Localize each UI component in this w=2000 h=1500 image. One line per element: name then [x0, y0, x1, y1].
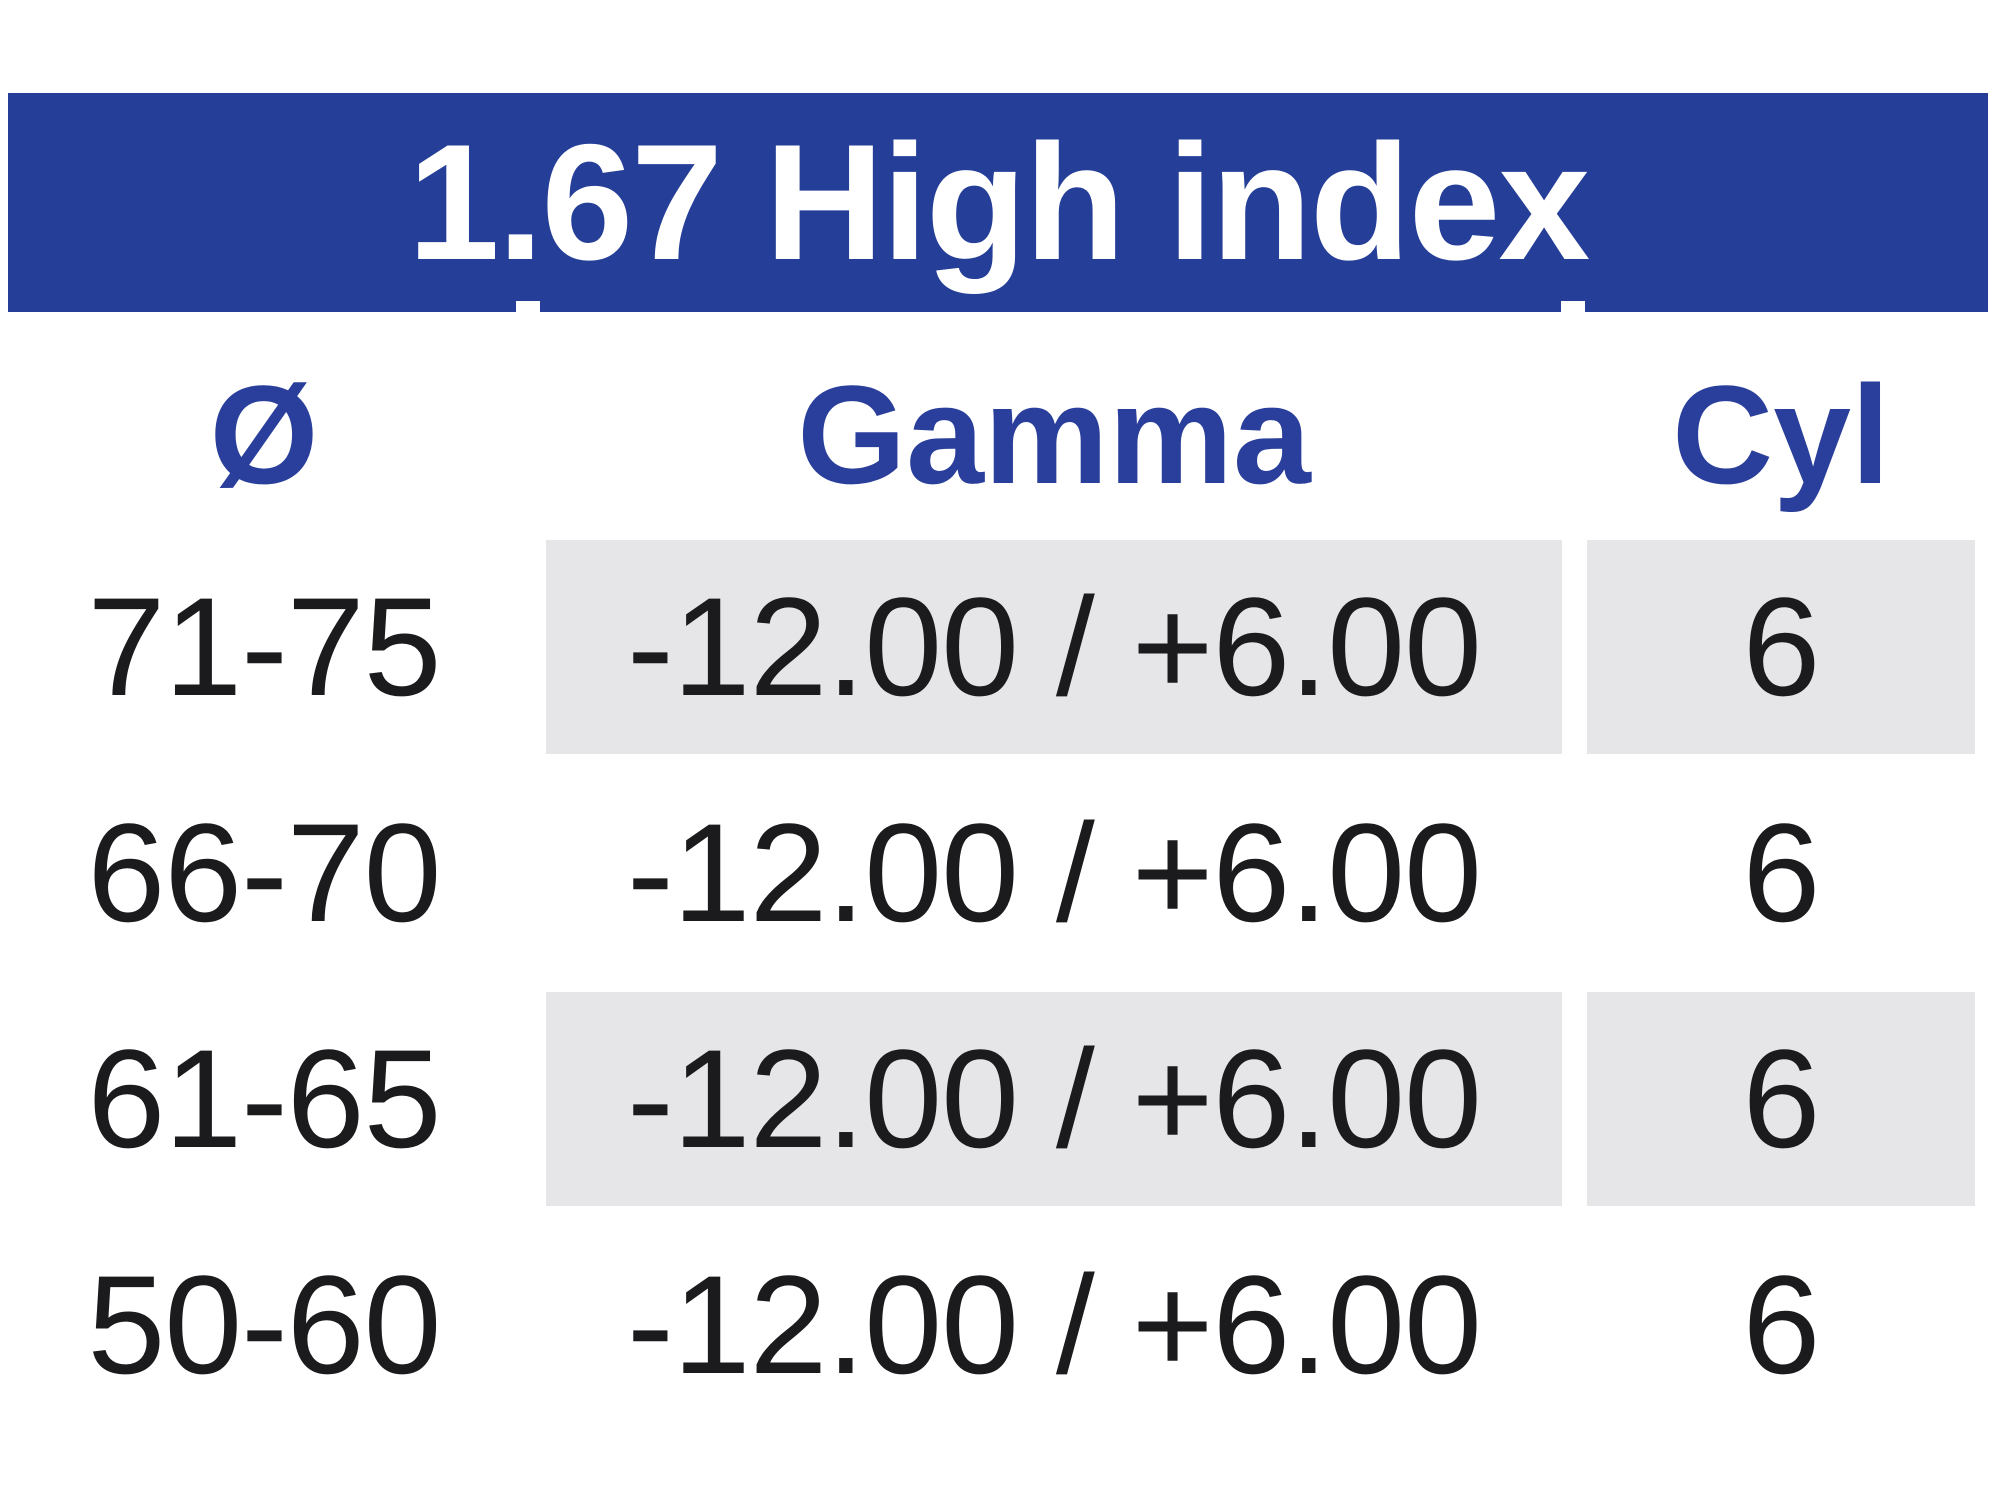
cell-gamma: -12.00 / +6.00 [627, 1246, 1482, 1403]
cell-diameter: 61-65 [87, 1020, 441, 1177]
table-row: 71-75 -12.00 / +6.00 6 [0, 536, 2000, 762]
cell-gamma: -12.00 / +6.00 [546, 992, 1562, 1206]
cell-diameter: 71-75 [87, 568, 441, 725]
cell-cyl: 6 [1742, 1246, 1821, 1403]
cell-cyl: 6 [1587, 540, 1975, 754]
table-row: 66-70 -12.00 / +6.00 6 [0, 762, 2000, 988]
cell-diameter: 50-60 [87, 1246, 441, 1403]
table-row: 50-60 -12.00 / +6.00 6 [0, 1214, 2000, 1440]
column-header-diameter: Ø [209, 356, 319, 513]
cell-gamma: -12.00 / +6.00 [627, 794, 1482, 951]
table-row: 61-65 -12.00 / +6.00 6 [0, 988, 2000, 1214]
table-title: 1.67 High index [407, 110, 1590, 294]
table-title-banner: 1.67 High index [8, 93, 1988, 312]
cell-gamma: -12.00 / +6.00 [546, 540, 1562, 754]
column-header-cyl: Cyl [1672, 356, 1890, 513]
column-separator-notch [516, 301, 540, 312]
cell-cyl: 6 [1742, 794, 1821, 951]
column-separator-notch [1561, 301, 1585, 312]
table-header-row: Ø Gamma Cyl [0, 340, 2000, 530]
column-header-gamma: Gamma [797, 356, 1311, 513]
cell-diameter: 66-70 [87, 794, 441, 951]
cell-cyl: 6 [1587, 992, 1975, 1206]
